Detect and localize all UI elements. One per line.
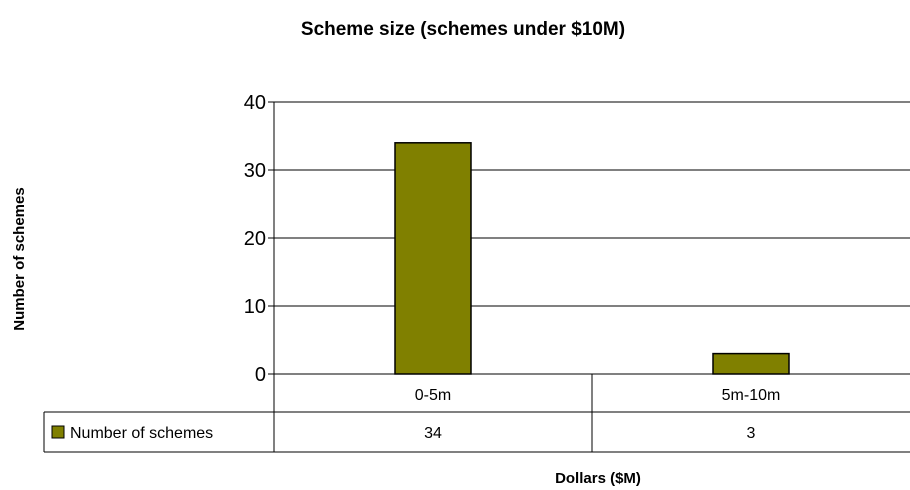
x-axis-title: Dollars ($M) [555,470,641,487]
y-axis-ticks: 0 10 20 30 40 [244,92,274,386]
data-table-value: 3 [747,425,756,442]
gridlines [273,101,910,374]
data-table-value: 34 [424,425,442,442]
bar-5m-10m [712,352,790,375]
legend-series-name: Number of schemes [70,425,213,442]
data-table: 0-5m 34 5m-10m 3 Number of schemes [43,373,910,453]
legend-swatch [51,425,65,439]
bars [394,142,790,375]
bar-0-5m [394,142,472,375]
y-tick-label: 40 [244,92,266,114]
y-tick-label: 30 [244,160,266,182]
y-axis-title: Number of schemes [11,187,28,330]
chart-title: Scheme size (schemes under $10M) [301,19,625,40]
y-tick-label: 20 [244,228,266,250]
x-category-label: 5m-10m [722,387,781,404]
y-tick-label: 10 [244,296,266,318]
x-category-label: 0-5m [415,387,451,404]
y-tick-label: 0 [255,364,266,386]
